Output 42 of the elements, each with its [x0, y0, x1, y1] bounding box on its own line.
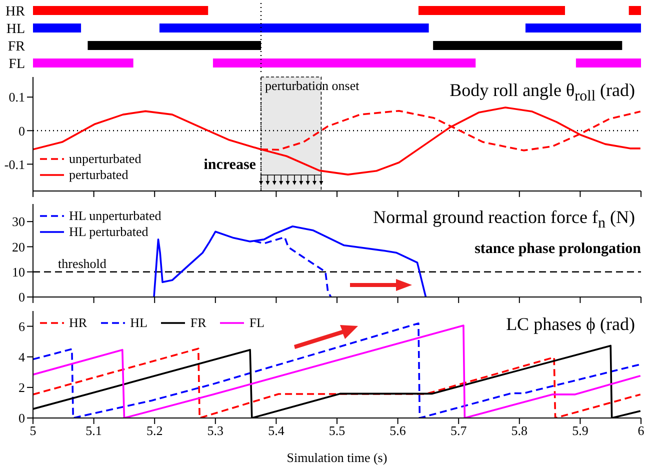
legend-label: HL perturbated	[69, 224, 148, 240]
y-tick-label: HL	[6, 22, 25, 38]
y-tick-label: 2	[18, 380, 25, 396]
legend-label: HL unperturbated	[69, 208, 162, 224]
legend-label: HL	[130, 315, 148, 331]
x-tick-label: 5.1	[86, 423, 102, 438]
y-tick-label: 20	[12, 239, 25, 254]
y-tick-label: 30	[12, 214, 25, 230]
x-tick-label: 6	[638, 423, 645, 438]
x-axis-title: Simulation time (s)	[286, 450, 388, 465]
chart-title: Normal ground reaction force f$_{n}$ (N)	[373, 207, 635, 234]
x-tick-label: 5.9	[572, 423, 588, 438]
annotation: stance phase prolongation	[474, 240, 641, 258]
y-tick-label: FL	[8, 57, 25, 72]
y-tick-label: 6	[18, 318, 26, 334]
ref-line-label: perturbation onset	[265, 78, 360, 93]
legend-label: FL	[249, 315, 264, 331]
chart-title: Body roll angle θ$_{roll}$ (rad)	[450, 80, 635, 107]
chart-title: LC phases ϕ (rad)	[506, 314, 635, 334]
y-tick-label: -0.1	[4, 156, 25, 172]
legend-label: HR	[69, 315, 88, 331]
legend-label: FR	[190, 315, 206, 331]
legend-label: unperturbated	[69, 151, 142, 167]
y-tick-label: FR	[8, 40, 26, 55]
legend-label: perturbated	[69, 167, 128, 183]
x-tick-label: 5.8	[511, 423, 528, 438]
x-tick-label: 5	[30, 423, 36, 438]
x-tick-label: 5.5	[328, 423, 346, 438]
y-tick-label: 4	[18, 349, 26, 364]
y-tick-label: 0	[18, 290, 25, 305]
y-tick-label: 10	[12, 264, 25, 280]
y-tick-label: 0	[18, 123, 25, 138]
x-tick-label: 5.6	[390, 423, 406, 438]
ref-line-label: threshold	[58, 256, 107, 271]
y-tick-label: 0.1	[8, 90, 25, 105]
x-tick-label: 5.4	[268, 423, 285, 438]
y-tick-label: 0	[18, 410, 25, 426]
annotation: increase	[204, 157, 256, 174]
x-tick-label: 5.2	[146, 423, 163, 438]
x-tick-label: 5.7	[450, 423, 468, 438]
x-tick-label: 5.3	[207, 423, 224, 438]
y-tick-label: HR	[6, 4, 26, 20]
